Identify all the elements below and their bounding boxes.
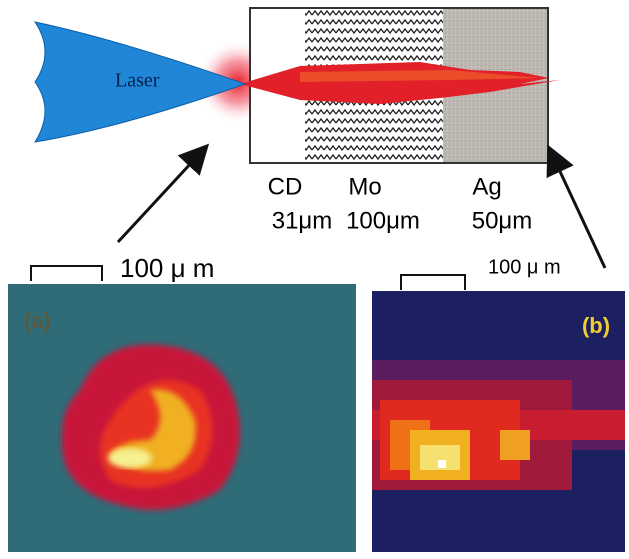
layer-name: CD — [268, 173, 303, 200]
panel-a-image: (a) — [8, 284, 356, 552]
scale-bar — [401, 275, 465, 290]
layer-name: Mo — [348, 173, 381, 200]
figure: Laser CD Mo Ag 31μm 100μm 50μm 100 μ m 1… — [0, 0, 629, 559]
panel-label: (b) — [582, 313, 610, 338]
scale-label: 100 μ m — [488, 256, 561, 278]
panel-b-image: (b) — [372, 291, 625, 552]
scale-bar — [31, 266, 102, 281]
scale-label: 100 μ m — [120, 253, 214, 283]
laser-label: Laser — [115, 70, 160, 92]
arrow — [118, 148, 205, 242]
arrow — [550, 150, 605, 268]
layer-thickness: 31μm — [272, 207, 333, 234]
layer-thickness: 50μm — [472, 207, 533, 234]
layer-name: Ag — [472, 173, 501, 200]
layer-thickness: 100μm — [346, 207, 420, 234]
panel-label: (a) — [24, 308, 51, 333]
